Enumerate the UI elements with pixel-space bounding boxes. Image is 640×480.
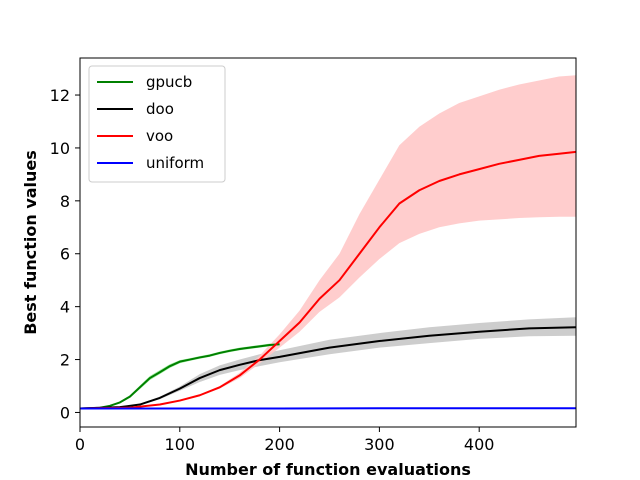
series-line-voo — [79, 150, 577, 410]
series-line-gpucb — [79, 343, 280, 410]
x-axis-ticks: 0 100 200 300 400 — [75, 427, 495, 454]
legend-box — [88, 65, 226, 183]
y-axis-title: Best function values — [21, 150, 40, 335]
band-gpucb — [80, 342, 280, 409]
x-tick-label: 200 — [264, 435, 295, 454]
series-lines — [79, 150, 577, 410]
legend-label-gpucb: gpucb — [146, 73, 192, 91]
x-tick-label: 0 — [75, 435, 85, 454]
legend-label-voo: voo — [146, 127, 173, 145]
x-tick-label: 100 — [165, 435, 196, 454]
band-doo — [80, 317, 576, 409]
y-tick-label: 12 — [50, 86, 70, 105]
x-tick-label: 400 — [464, 435, 495, 454]
band-voo — [80, 75, 576, 409]
y-tick-label: 4 — [60, 298, 70, 317]
y-tick-label: 2 — [60, 351, 70, 370]
x-tick-label: 300 — [364, 435, 395, 454]
x-axis-title: Number of function evaluations — [185, 460, 471, 479]
legend: gpucb doo voo uniform — [88, 65, 226, 183]
plot-frame — [79, 57, 577, 428]
y-tick-label: 6 — [60, 245, 70, 264]
legend-label-doo: doo — [146, 100, 174, 118]
series-line-doo — [79, 326, 577, 410]
y-tick-label: 0 — [60, 403, 70, 422]
y-tick-label: 10 — [50, 139, 70, 158]
y-tick-label: 8 — [60, 192, 70, 211]
legend-label-uniform: uniform — [146, 154, 204, 172]
y-axis-ticks: 0 2 4 6 8 10 12 — [50, 86, 80, 422]
